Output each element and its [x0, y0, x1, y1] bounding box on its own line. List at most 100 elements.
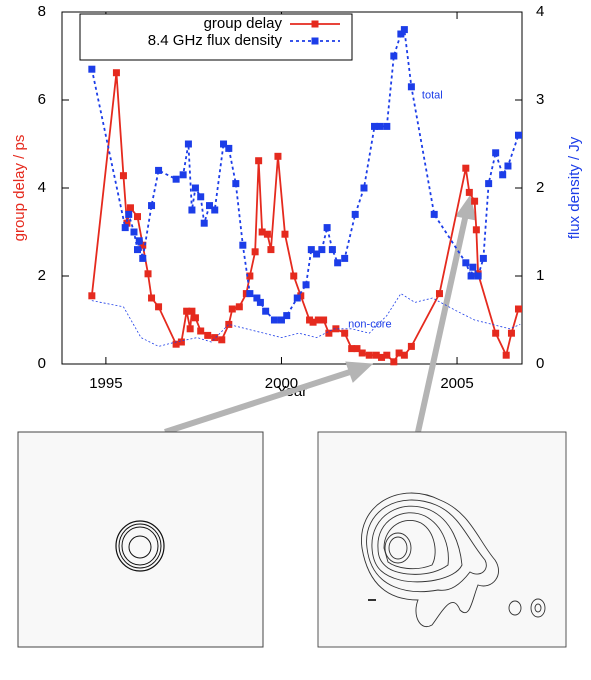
- marker: [225, 321, 232, 328]
- marker: [136, 237, 143, 244]
- y2-tick-label: 1: [536, 267, 544, 284]
- marker: [503, 352, 510, 359]
- legend-label: group delay: [204, 15, 283, 32]
- marker: [187, 325, 194, 332]
- marker: [431, 211, 438, 218]
- marker: [366, 352, 373, 359]
- y-tick-label: 8: [38, 3, 46, 20]
- image-right: [318, 432, 566, 647]
- marker: [436, 290, 443, 297]
- marker: [341, 330, 348, 337]
- marker: [197, 328, 204, 335]
- legend-marker: [312, 21, 319, 28]
- marker: [88, 292, 95, 299]
- marker: [88, 66, 95, 73]
- marker: [320, 317, 327, 324]
- annotation: total: [422, 90, 443, 102]
- marker: [225, 145, 232, 152]
- marker: [325, 330, 332, 337]
- marker: [204, 332, 211, 339]
- marker: [390, 53, 397, 60]
- marker: [324, 224, 331, 231]
- marker: [239, 242, 246, 249]
- marker: [383, 352, 390, 359]
- marker: [130, 229, 137, 236]
- page: {"chart_data": {"type": "line", "xlabel"…: [0, 0, 591, 680]
- y-axis-label: group delay / ps: [11, 135, 28, 242]
- marker: [236, 303, 243, 310]
- marker: [408, 83, 415, 90]
- marker: [211, 334, 218, 341]
- marker: [139, 255, 146, 262]
- marker: [334, 259, 341, 266]
- image-left: [18, 432, 263, 647]
- marker: [352, 211, 359, 218]
- marker: [294, 295, 301, 302]
- marker: [201, 220, 208, 227]
- marker: [173, 176, 180, 183]
- y2-tick-label: 3: [536, 91, 544, 108]
- marker: [134, 213, 141, 220]
- marker: [329, 246, 336, 253]
- marker: [185, 141, 192, 148]
- marker: [515, 306, 522, 313]
- marker: [492, 149, 499, 156]
- marker: [290, 273, 297, 280]
- marker: [480, 255, 487, 262]
- marker: [188, 308, 195, 315]
- y-tick-label: 6: [38, 91, 46, 108]
- marker: [499, 171, 506, 178]
- marker: [229, 306, 236, 313]
- y2-tick-label: 0: [536, 355, 544, 372]
- x-tick-label: 2005: [440, 375, 473, 392]
- marker: [155, 167, 162, 174]
- y-tick-label: 0: [38, 355, 46, 372]
- marker: [485, 180, 492, 187]
- marker: [318, 246, 325, 253]
- marker: [262, 308, 269, 315]
- marker: [232, 180, 239, 187]
- marker: [475, 273, 482, 280]
- marker: [390, 358, 397, 365]
- legend-marker: [312, 38, 319, 45]
- marker: [473, 226, 480, 233]
- marker: [462, 165, 469, 172]
- marker: [252, 248, 259, 255]
- marker: [462, 259, 469, 266]
- marker: [408, 343, 415, 350]
- marker: [401, 26, 408, 33]
- y-tick-label: 2: [38, 267, 46, 284]
- marker: [360, 185, 367, 192]
- series-line: [92, 73, 519, 362]
- marker: [113, 69, 120, 76]
- marker: [492, 330, 499, 337]
- marker: [515, 132, 522, 139]
- figure: Year group delay / ps flux density / Jy …: [0, 0, 591, 675]
- marker: [359, 350, 366, 357]
- marker: [125, 211, 132, 218]
- marker: [246, 290, 253, 297]
- y2-tick-label: 4: [536, 3, 544, 20]
- x-tick-label: 1995: [89, 375, 122, 392]
- marker: [134, 246, 141, 253]
- marker: [178, 339, 185, 346]
- marker: [274, 153, 281, 160]
- marker: [281, 231, 288, 238]
- marker: [148, 295, 155, 302]
- marker: [401, 352, 408, 359]
- marker: [120, 172, 127, 179]
- y-tick-label: 4: [38, 179, 46, 196]
- marker: [469, 264, 476, 271]
- marker: [303, 281, 310, 288]
- marker: [218, 336, 225, 343]
- marker: [471, 198, 478, 205]
- marker: [211, 207, 218, 214]
- marker: [145, 270, 152, 277]
- marker: [257, 299, 264, 306]
- marker: [155, 303, 162, 310]
- marker: [466, 189, 473, 196]
- marker: [192, 185, 199, 192]
- y2-tick-label: 2: [536, 179, 544, 196]
- annotation: non-core: [348, 318, 391, 330]
